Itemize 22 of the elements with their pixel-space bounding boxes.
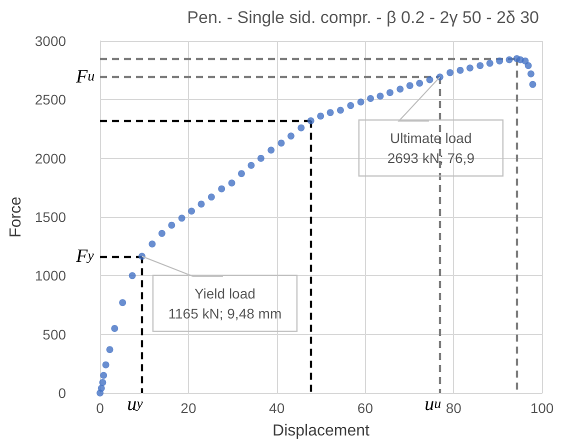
- y-tick-label: 2000: [34, 150, 66, 166]
- x-tick-label: 80: [446, 400, 462, 416]
- x-tick-label: 0: [96, 400, 104, 416]
- x-tick-label: 100: [530, 400, 554, 416]
- y-tick-label: 500: [42, 326, 66, 342]
- y-tick-label: 3000: [34, 33, 66, 49]
- x-tick-label: 40: [269, 400, 285, 416]
- x-tick-label: 60: [357, 400, 374, 416]
- y-tick-label: 0: [58, 385, 66, 401]
- x-axis-title: Displacement: [272, 422, 370, 440]
- ref-line-label: uu: [424, 394, 442, 415]
- ref-line-label: Fu: [75, 66, 95, 88]
- annotation: Yield load 1165 kN; 9,48 mm: [168, 285, 282, 322]
- y-axis-title: Force: [8, 196, 24, 238]
- ref-line-label: uy: [127, 394, 144, 415]
- y-tick-label: 2500: [34, 92, 66, 108]
- y-tick-label: 1500: [34, 209, 66, 225]
- y-tick-label: 1000: [34, 268, 66, 284]
- ref-line-label: Fy: [75, 246, 95, 267]
- chart-title: Pen. - Single sid. compr. - β 0.2 - 2γ 50 - 2δ 30: [187, 8, 540, 27]
- x-tick-label: 20: [180, 400, 196, 416]
- annotation: Ultimate load 2693 kN; 76,9: [387, 130, 475, 166]
